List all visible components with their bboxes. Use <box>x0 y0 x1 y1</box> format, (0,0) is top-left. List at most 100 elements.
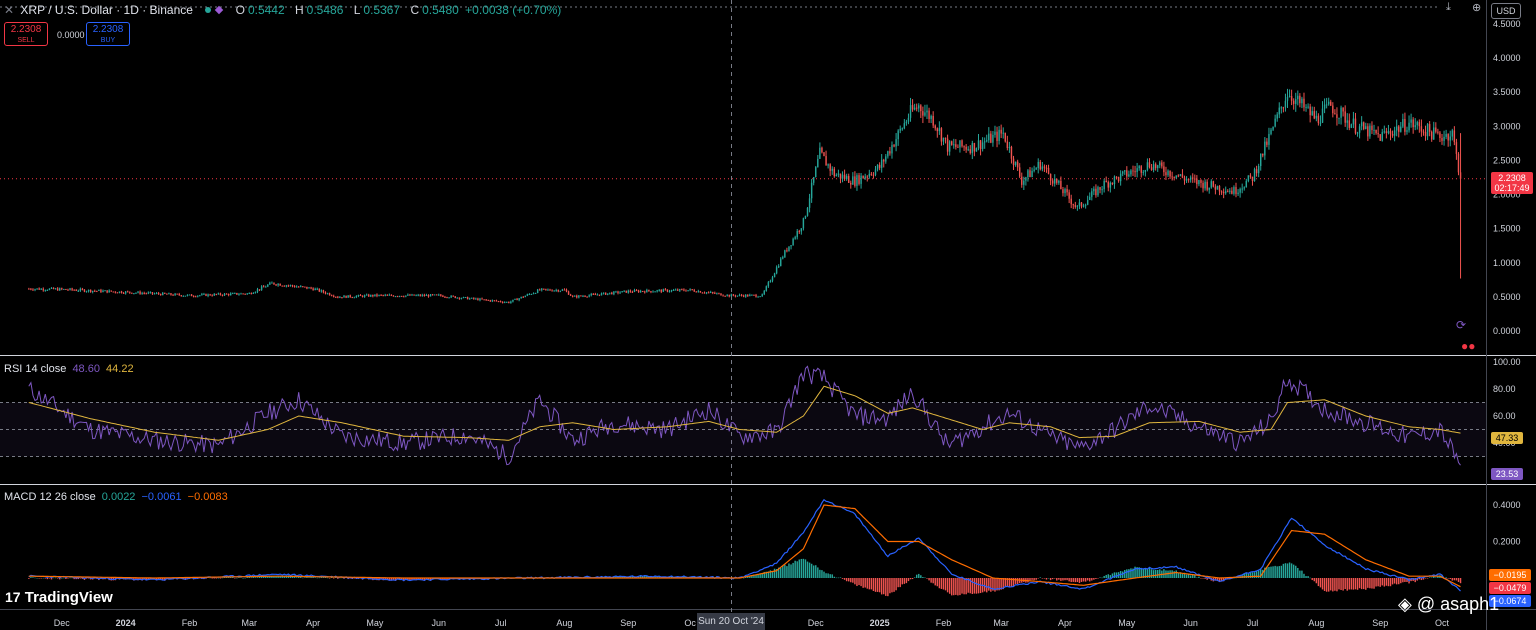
candle-body <box>695 291 698 293</box>
collapse-icon[interactable]: ✕ <box>4 3 15 17</box>
macd-histogram-bar <box>28 578 30 579</box>
macd-histogram-bar <box>1076 578 1079 583</box>
macd-histogram-bar <box>145 578 147 581</box>
candle-body <box>1416 122 1419 126</box>
candle-body <box>1259 153 1262 167</box>
sell-button[interactable]: 2.2308 SELL <box>4 22 48 46</box>
macd-histogram-bar <box>392 578 395 581</box>
currency-button[interactable]: USD <box>1491 3 1521 19</box>
macd-histogram-bar <box>839 577 842 578</box>
candle-body <box>794 237 796 239</box>
macd-histogram-bar <box>629 575 632 578</box>
candle-body <box>1404 119 1406 132</box>
candle-body <box>975 148 978 152</box>
candle-body <box>1159 162 1161 166</box>
macd-histogram-bar <box>782 565 784 578</box>
candlestick-series <box>28 88 1462 304</box>
macd-histogram-bar <box>930 578 932 583</box>
macd-histogram-bar <box>1288 562 1291 578</box>
macd-histogram-bar <box>1245 573 1248 578</box>
macd-histogram-bar <box>234 578 236 579</box>
macd-histogram-bar <box>42 577 44 579</box>
time-tick-label: Aug <box>1308 618 1324 628</box>
macd-histogram-bar <box>1010 578 1013 587</box>
macd-histogram-bar <box>423 578 426 581</box>
candle-body <box>1074 205 1077 207</box>
symbol-title[interactable]: XRP / U.S. Dollar · 1D · Binance <box>20 3 193 17</box>
candle-body <box>466 297 469 300</box>
download-icon[interactable]: ⤓ <box>1446 1 1451 13</box>
settings-icon[interactable]: ⊕ <box>1472 2 1482 14</box>
candle-body <box>1130 170 1132 175</box>
candle-body <box>1346 120 1348 123</box>
macd-histogram-bar <box>1278 566 1280 578</box>
candle-body <box>788 246 790 252</box>
candle-body <box>351 297 353 299</box>
macd-histogram-bar <box>1313 578 1316 582</box>
macd-tick-label: 0.4000 <box>1493 500 1521 510</box>
candle-body <box>1070 198 1072 205</box>
candle-body <box>475 298 477 300</box>
macd-histogram-bar <box>827 573 829 578</box>
macd-histogram-bar <box>1002 578 1004 590</box>
candle-body <box>89 289 92 292</box>
rsi-name[interactable]: RSI 14 close <box>4 363 67 375</box>
candle-body <box>1132 170 1134 172</box>
tradingview-logo[interactable]: 17 TradingView <box>5 589 113 606</box>
close-label: C <box>410 3 420 17</box>
candle-body <box>503 302 506 304</box>
candle-body <box>104 290 106 292</box>
candle-body <box>398 295 401 297</box>
candle-body <box>631 291 634 293</box>
candle-body <box>145 293 147 295</box>
macd-histogram-bar <box>1354 578 1357 590</box>
macd-histogram-bar <box>1377 578 1379 587</box>
candle-body <box>606 293 609 295</box>
candle-body <box>1099 187 1101 190</box>
candle-body <box>1284 100 1287 108</box>
macd-histogram-bar <box>1064 578 1066 581</box>
candle-body <box>425 294 428 296</box>
macd-histogram-bar <box>429 578 432 581</box>
macd-histogram-bar <box>644 575 646 578</box>
candle-body <box>1381 132 1383 141</box>
macd-histogram-bar <box>256 577 259 578</box>
candle-body <box>1154 164 1157 169</box>
macd-name[interactable]: MACD 12 26 close <box>4 491 96 503</box>
candle-body <box>660 289 662 292</box>
price-tick-label: 4.5000 <box>1493 19 1521 29</box>
candle-body <box>672 289 675 291</box>
macd-histogram-bar <box>63 577 65 579</box>
macd-histogram-bar <box>411 578 413 581</box>
replay-icon[interactable]: ⟳ <box>1456 318 1467 332</box>
macd-histogram-bar <box>742 577 745 579</box>
candle-body <box>668 291 671 293</box>
candle-body <box>736 295 739 297</box>
time-tick-label: Mar <box>242 618 258 628</box>
macd-histogram-bar <box>50 578 53 580</box>
candle-body <box>1004 132 1007 142</box>
candle-body <box>1039 161 1042 170</box>
candle-body <box>613 291 615 295</box>
candle-body <box>456 297 459 299</box>
buy-button[interactable]: 2.2308 BUY <box>86 22 130 46</box>
macd-histogram-bar <box>1113 572 1116 578</box>
macd-histogram-bar <box>1099 577 1101 578</box>
macd-histogram-bar <box>1315 578 1318 584</box>
candle-body <box>536 289 539 293</box>
candle-body <box>440 294 442 296</box>
macd-histogram-bar <box>1192 574 1194 578</box>
macd-histogram-bar <box>1045 578 1048 580</box>
time-tick-label: Jul <box>495 618 507 628</box>
change-value: +0.0038 (+0.70%) <box>465 3 562 17</box>
price-tick-label: 4.0000 <box>1493 53 1521 63</box>
time-tick-label: Oct <box>1435 618 1450 628</box>
events-icon[interactable]: ●● <box>1461 339 1476 353</box>
candle-body <box>804 215 807 219</box>
macd-histogram-bar <box>998 578 1000 591</box>
macd-histogram-bar <box>957 578 959 596</box>
price-tick-label: 3.0000 <box>1493 121 1521 131</box>
watermark: ◈ @ asaph1 <box>1398 594 1499 615</box>
macd-histogram-bar <box>847 578 850 582</box>
